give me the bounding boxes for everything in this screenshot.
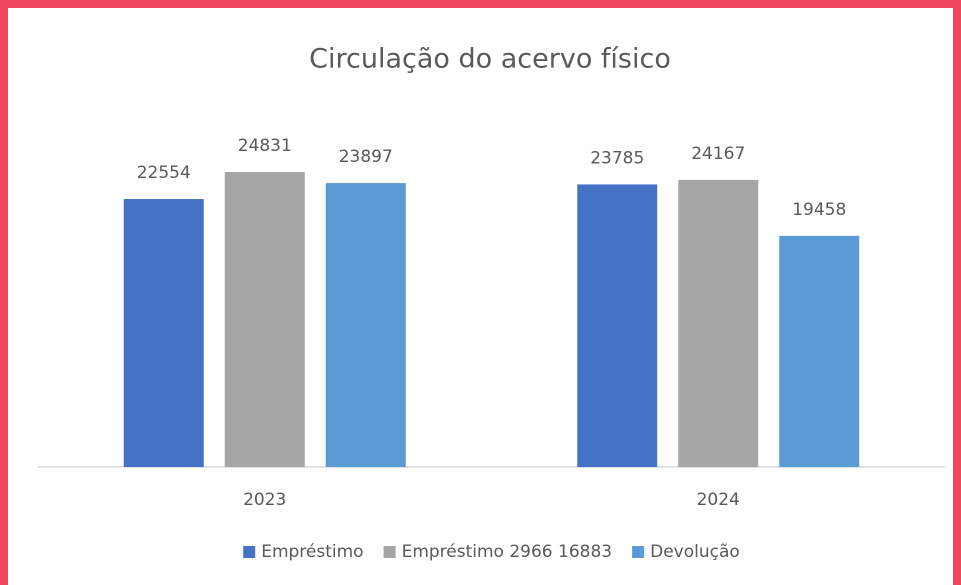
bar [123,199,204,468]
data-label: 24167 [691,144,745,164]
x-tick-label: 2024 [697,490,740,510]
data-label: 23897 [339,147,393,167]
legend-label: Empréstimo 2966 16883 [402,542,613,562]
legend-swatch [243,546,256,558]
x-tick-label: 2023 [243,490,286,510]
bar [678,179,759,467]
legend-swatch [383,546,396,558]
bar [577,184,658,467]
bar [325,183,406,468]
legend-label: Empréstimo [261,542,363,562]
legend-swatch [632,546,645,558]
data-label: 19458 [792,200,846,220]
bar [224,172,305,467]
data-label: 22554 [137,163,191,183]
bar [779,235,860,467]
data-label: 24831 [238,136,292,156]
legend-label: Devolução [650,542,740,562]
chart-title: Circulação do acervo físico [309,44,671,75]
data-label: 23785 [590,148,644,168]
